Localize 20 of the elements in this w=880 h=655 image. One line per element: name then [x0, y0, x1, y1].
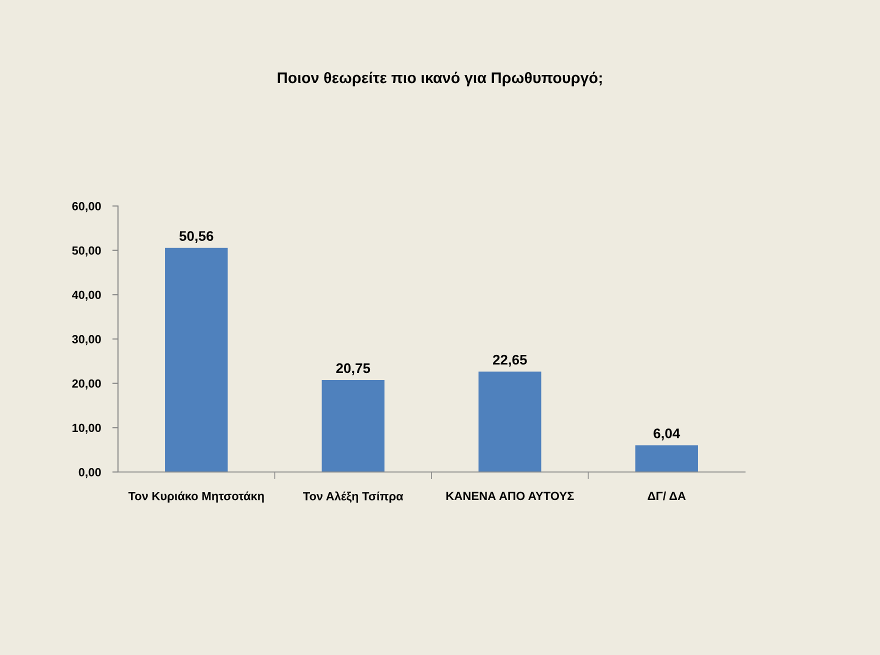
bar: [478, 372, 542, 472]
y-tick-label: 40,00: [72, 290, 101, 301]
data-label: 6,04: [654, 428, 680, 440]
x-tick-label: ΚΑΝΕΝΑ ΑΠΟ ΑΥΤΟΥΣ: [446, 492, 574, 500]
y-tick-label: 0,00: [78, 468, 101, 478]
bar: [322, 380, 384, 472]
bar: [635, 445, 698, 472]
x-tick-label: Τον Αλέξη Τσίπρα: [303, 491, 404, 503]
y-tick-label: 20,00: [72, 379, 101, 390]
chart-title: Ποιον θεωρείτε πιο ικανό για Πρωθυπουργό;: [278, 72, 602, 86]
data-label: 20,75: [336, 363, 370, 376]
y-tick-label: 30,00: [72, 335, 101, 346]
bar: [165, 248, 228, 472]
y-tick-label: 10,00: [72, 424, 101, 434]
data-label: 22,65: [492, 354, 527, 367]
y-tick-label: 50,00: [72, 246, 101, 256]
x-tick-label: ΔΓ/ ΔΑ: [648, 491, 686, 500]
y-tick-label: 60,00: [72, 202, 101, 212]
data-label: 50,56: [179, 231, 214, 243]
x-tick-label: Τον Κυριάκο Μητσοτάκη: [128, 491, 264, 503]
